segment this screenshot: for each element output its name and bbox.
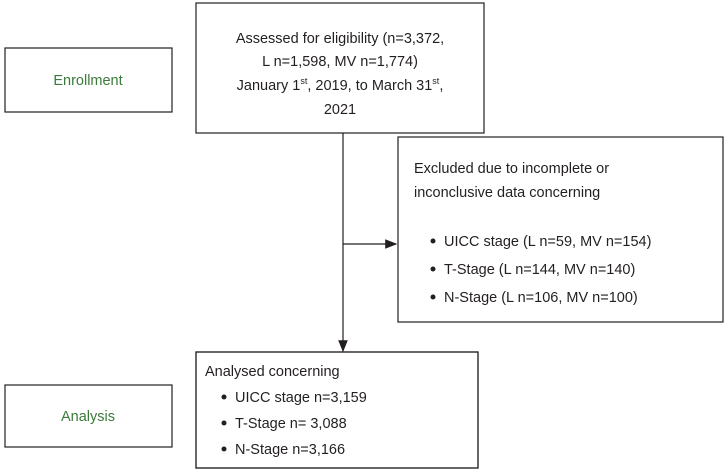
bullet bbox=[430, 294, 436, 300]
text-part: , 2019, to March 31 bbox=[307, 78, 432, 94]
list-item: T-Stage n= 3,088 bbox=[235, 416, 347, 432]
list-item: N-Stage (L n=106, MV n=100) bbox=[444, 290, 638, 306]
excluded-box bbox=[397, 136, 724, 323]
box-text: inconclusive data concerning bbox=[414, 185, 600, 201]
text-part: January 1 bbox=[237, 78, 301, 94]
box-text: L n=1,598, MV n=1,774) bbox=[262, 54, 418, 70]
text-part: , bbox=[439, 78, 443, 94]
list-item: UICC stage n=3,159 bbox=[235, 390, 367, 406]
bullet bbox=[221, 420, 227, 426]
list-item: N-Stage n=3,166 bbox=[235, 442, 345, 458]
box-text: Analysed concerning bbox=[205, 364, 340, 380]
box-text: Assessed for eligibility (n=3,372, bbox=[236, 31, 444, 47]
list-item: UICC stage (L n=59, MV n=154) bbox=[444, 234, 651, 250]
superscript: st bbox=[300, 76, 308, 86]
analysed-box bbox=[195, 351, 479, 469]
list-item: T-Stage (L n=144, MV n=140) bbox=[444, 262, 635, 278]
superscript: st bbox=[432, 76, 440, 86]
box-text: Excluded due to incomplete or bbox=[414, 161, 609, 177]
assessed-box bbox=[195, 2, 485, 134]
bullet bbox=[430, 266, 436, 272]
bullet bbox=[430, 238, 436, 244]
analysed-box-frame bbox=[195, 351, 479, 469]
box-text: January 1st, 2019, to March 31st, bbox=[237, 76, 444, 94]
analysis-label-box bbox=[4, 384, 173, 448]
bullet bbox=[221, 394, 227, 400]
enrollment-box bbox=[4, 47, 173, 113]
stage-label: Enrollment bbox=[53, 73, 122, 89]
stage-label: Analysis bbox=[61, 409, 115, 425]
box-text: 2021 bbox=[324, 102, 356, 118]
bullet bbox=[221, 446, 227, 452]
